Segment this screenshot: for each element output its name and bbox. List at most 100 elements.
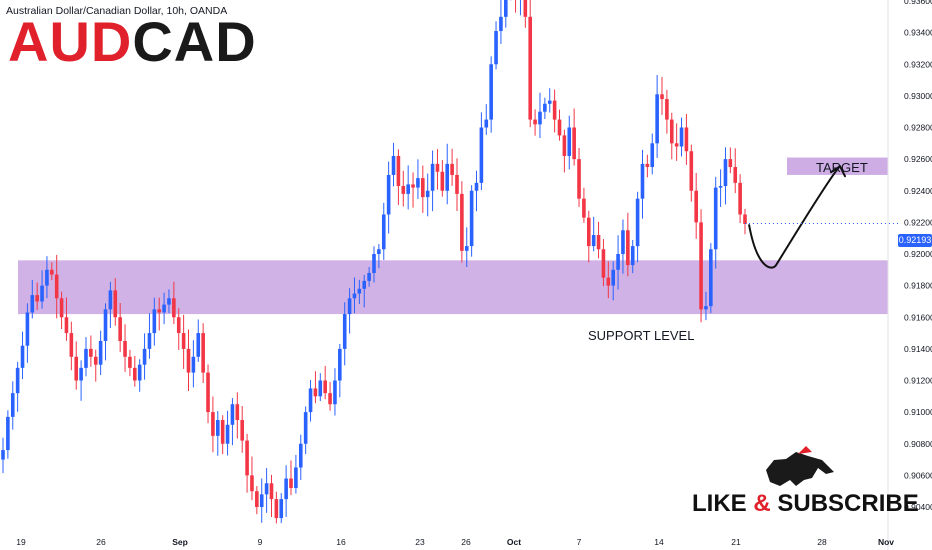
candle-body xyxy=(89,348,93,357)
candle-body xyxy=(30,295,35,313)
candle-body xyxy=(626,230,630,266)
candle-body xyxy=(430,163,435,191)
target-zone xyxy=(787,157,888,175)
candle-body xyxy=(172,298,176,318)
candle-body xyxy=(1,450,5,460)
candle-body xyxy=(303,412,308,444)
candle-body xyxy=(103,309,108,341)
candle-body xyxy=(352,293,357,299)
candle-body xyxy=(523,0,528,17)
candle-body xyxy=(142,348,147,365)
symbol-description: Australian Dollar/Canadian Dollar, 10h, … xyxy=(6,5,228,17)
candle-body xyxy=(108,290,113,310)
target-label: TARGET xyxy=(816,160,868,175)
price-tick-label: 0.92000 xyxy=(904,249,932,259)
candle-body xyxy=(279,499,284,519)
price-tick-label: 0.93600 xyxy=(904,0,932,6)
candle-body xyxy=(186,348,191,373)
candle-body xyxy=(635,198,640,247)
bull-horn xyxy=(798,446,812,454)
candle-body xyxy=(133,367,137,381)
time-tick-label: 14 xyxy=(654,537,664,547)
candle-body xyxy=(450,163,454,175)
candle-body xyxy=(323,380,327,394)
candle-body xyxy=(616,254,620,270)
support-level-label: SUPPORT LEVEL xyxy=(588,328,695,343)
candle-body xyxy=(694,190,698,223)
time-tick-label: 9 xyxy=(258,537,263,547)
candle-body xyxy=(35,295,39,302)
pair-title: AUDCAD xyxy=(8,14,257,70)
candle-body xyxy=(543,103,547,112)
candle-body xyxy=(411,184,415,188)
candle-body xyxy=(318,380,323,397)
candle-body xyxy=(74,356,79,381)
candle-body xyxy=(552,100,557,120)
candle-body xyxy=(640,163,645,199)
title-base-currency: AUD xyxy=(8,10,133,73)
candle-body xyxy=(220,420,225,444)
bull-bear-icon xyxy=(766,446,834,486)
time-tick-label: 19 xyxy=(16,537,26,547)
candle-body xyxy=(684,127,689,152)
candle-body xyxy=(533,119,537,125)
candle-body xyxy=(69,333,74,357)
candle-body xyxy=(79,367,83,381)
candle-body xyxy=(679,127,684,147)
time-tick-label: 26 xyxy=(96,537,106,547)
candle-body xyxy=(606,277,611,286)
candle-body xyxy=(40,285,44,302)
candle-body xyxy=(601,249,606,278)
price-tick-label: 0.92800 xyxy=(904,123,932,133)
price-tick-label: 0.91800 xyxy=(904,281,932,291)
candle-body xyxy=(738,182,742,215)
candle-body xyxy=(406,184,410,194)
candle-body xyxy=(274,499,279,519)
price-tick-label: 0.90800 xyxy=(904,439,932,449)
price-tick-label: 0.93400 xyxy=(904,28,932,38)
candle-body xyxy=(298,443,303,468)
candle-body xyxy=(401,186,406,194)
candle-body xyxy=(743,214,747,224)
projected-path-arrow xyxy=(748,165,841,269)
price-tick-label: 0.92400 xyxy=(904,186,932,196)
time-tick-label: Sep xyxy=(172,537,188,547)
candle-body xyxy=(367,272,371,281)
candle-body xyxy=(421,178,425,198)
candle-body xyxy=(152,309,157,334)
price-tick-label: 0.91000 xyxy=(904,407,932,417)
price-tick-label: 0.90600 xyxy=(904,470,932,480)
time-tick-label: Nov xyxy=(878,537,894,547)
candle-body xyxy=(718,186,723,188)
title-quote-currency: CAD xyxy=(132,10,257,73)
candle-body xyxy=(504,0,508,17)
candle-body xyxy=(240,420,244,441)
candle-body xyxy=(372,254,376,273)
price-tick-label: 0.93000 xyxy=(904,91,932,101)
candle-body xyxy=(435,163,440,172)
time-tick-label: 23 xyxy=(415,537,425,547)
candle-body xyxy=(469,190,474,247)
candle-body xyxy=(128,356,132,368)
candle-body xyxy=(313,388,318,397)
candle-body xyxy=(54,274,59,299)
candle-body xyxy=(64,317,69,334)
candle-body xyxy=(562,135,567,156)
candle-body xyxy=(630,246,635,266)
candle-body xyxy=(709,249,713,307)
candle-body xyxy=(611,269,615,286)
candle-body xyxy=(201,333,205,373)
time-tick-label: 26 xyxy=(461,537,471,547)
candle-body xyxy=(674,143,679,147)
ampersand-text: & xyxy=(753,490,771,517)
candle-body xyxy=(645,163,650,168)
candle-body xyxy=(284,478,288,500)
candle-body xyxy=(728,159,733,168)
candle-body xyxy=(391,155,396,175)
candle-body xyxy=(176,317,181,334)
candle-body xyxy=(206,372,210,413)
price-tick-label: 0.91400 xyxy=(904,344,932,354)
candle-body xyxy=(723,159,728,187)
candle-body xyxy=(6,416,10,451)
